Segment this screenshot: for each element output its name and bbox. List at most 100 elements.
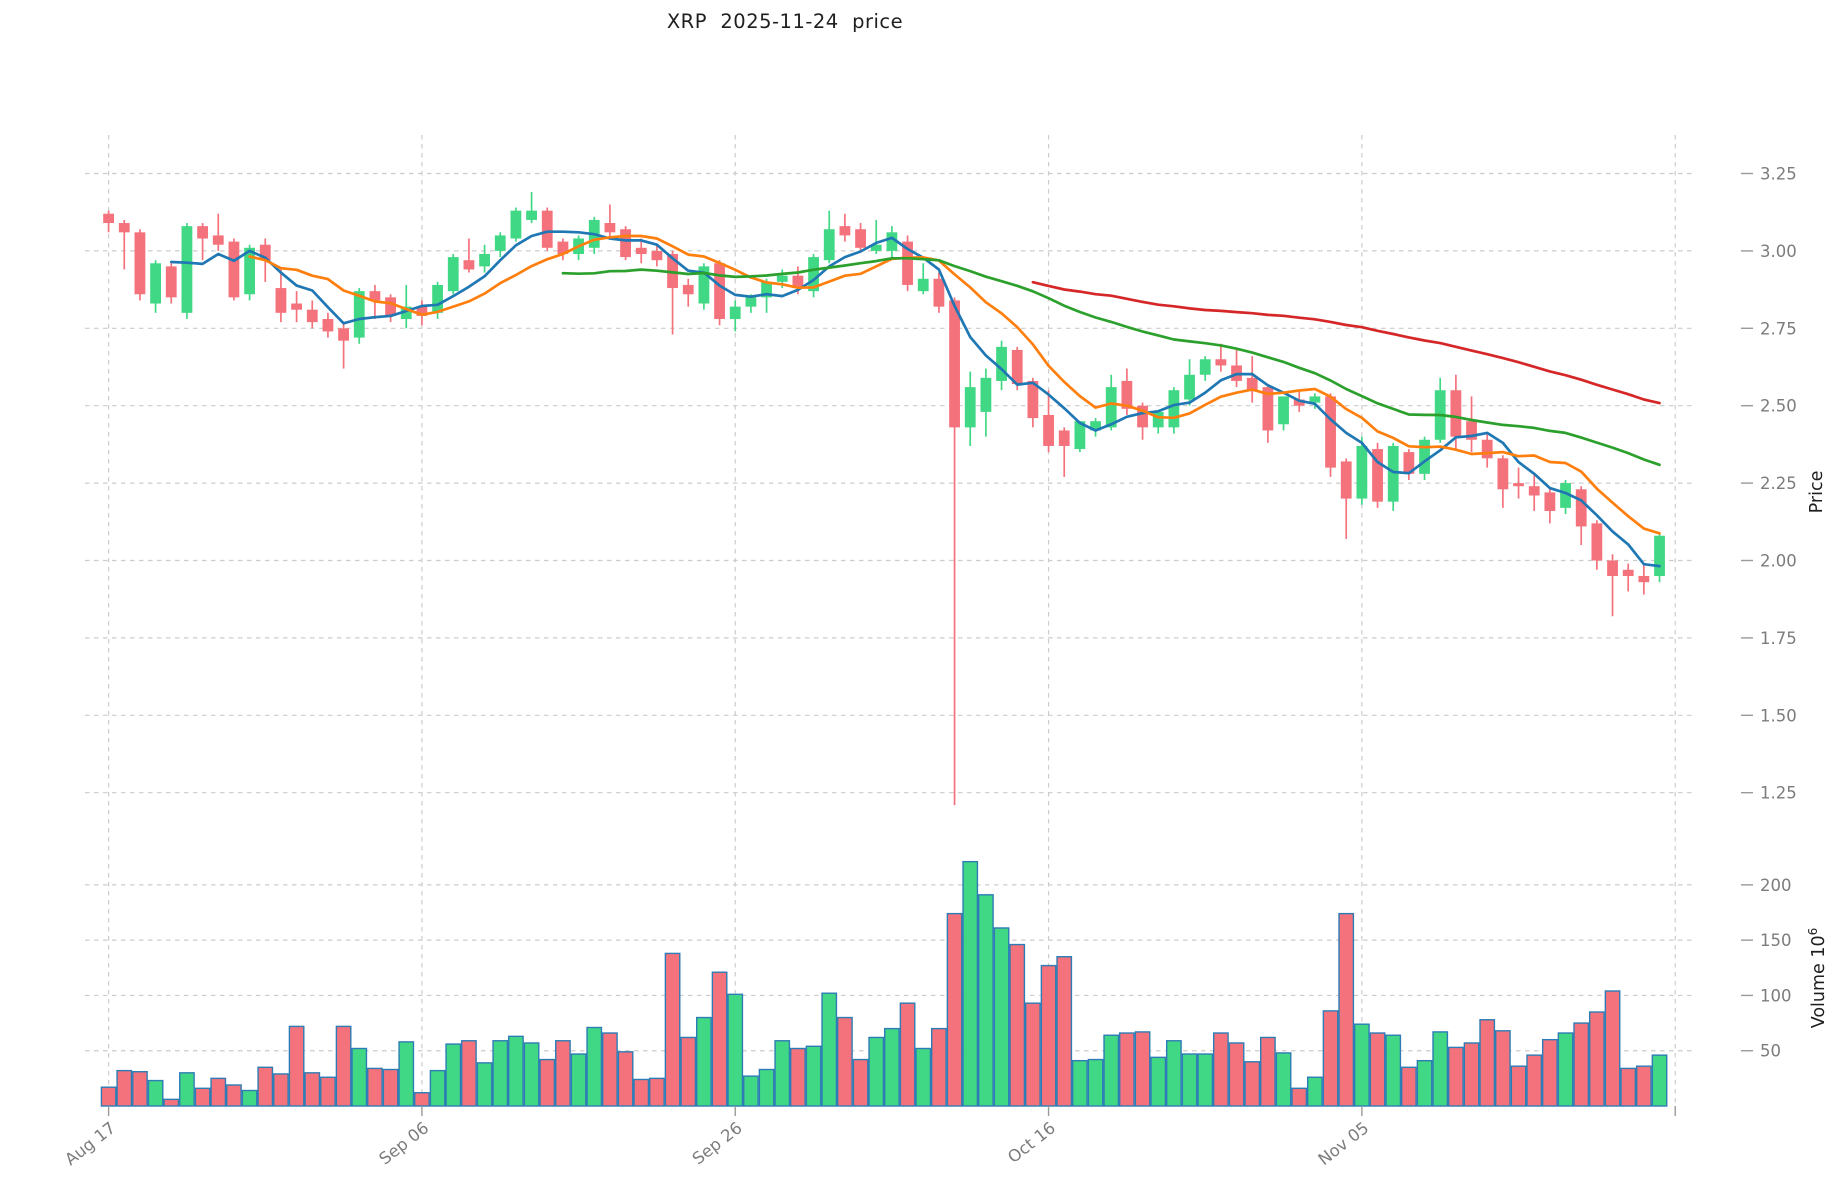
date-tick-label: Oct 16 bbox=[1004, 1118, 1059, 1167]
volume-tick-label: 100 bbox=[1760, 986, 1792, 1005]
candle-body-up bbox=[510, 210, 522, 239]
candle-body-down bbox=[306, 309, 318, 323]
price-tick-label: 2.00 bbox=[1760, 552, 1797, 571]
volume-bar bbox=[1620, 1067, 1637, 1107]
volume-tick-label: 200 bbox=[1760, 876, 1792, 895]
candle-body-up bbox=[1356, 445, 1368, 499]
volume-bar bbox=[1463, 1042, 1480, 1107]
candle-body-down bbox=[839, 226, 851, 236]
date-tick-label: Nov 05 bbox=[1315, 1118, 1373, 1169]
candle-body-down bbox=[1513, 483, 1524, 487]
candle-body-down bbox=[604, 223, 616, 233]
volume-bar bbox=[696, 1016, 712, 1107]
candle-body-up bbox=[761, 281, 772, 298]
candle-body-down bbox=[1403, 452, 1415, 474]
volume-bar bbox=[1150, 1056, 1167, 1107]
axis-labels: 3.25 3.00 2.75 2.50 2.25 2.00 1.75 1.50 1.25 200 1… bbox=[61, 165, 1829, 1170]
candle-body-up bbox=[823, 229, 835, 261]
candle-body-down bbox=[1137, 405, 1148, 428]
volume-bar bbox=[1447, 1046, 1464, 1107]
volume-bar bbox=[1306, 1076, 1323, 1107]
volume-bar bbox=[711, 971, 728, 1107]
volume-bar bbox=[1494, 1030, 1511, 1107]
ma-line-sma60 bbox=[1031, 280, 1661, 405]
candle-body-up bbox=[917, 278, 929, 292]
price-axis-title: Price bbox=[1807, 471, 1827, 514]
candle-body-up bbox=[964, 387, 976, 428]
volume-bar bbox=[523, 1042, 540, 1107]
moving-average-lines bbox=[169, 230, 1661, 568]
candle-body-up bbox=[886, 232, 898, 251]
volume-bar bbox=[1197, 1053, 1214, 1107]
volume-bar bbox=[602, 1032, 618, 1107]
candle-body-down bbox=[1246, 377, 1258, 391]
volume-bar bbox=[805, 1045, 822, 1107]
candle-body-down bbox=[1293, 399, 1305, 406]
date-tick-label: Aug 17 bbox=[61, 1118, 119, 1169]
volume-bar bbox=[915, 1047, 932, 1107]
candle-body-up bbox=[1419, 439, 1430, 474]
volume-bar bbox=[288, 1025, 305, 1107]
volume-bar bbox=[1212, 1032, 1229, 1107]
volume-bar bbox=[1228, 1042, 1245, 1107]
candle-body-down bbox=[682, 284, 694, 295]
candle-body-up bbox=[729, 306, 741, 320]
volume-bar bbox=[617, 1051, 634, 1107]
price-tick-label: 1.25 bbox=[1760, 784, 1797, 803]
candle-body-up bbox=[1560, 483, 1571, 508]
candle-body-down bbox=[369, 291, 381, 301]
volume-bar bbox=[1259, 1036, 1276, 1107]
volume-bar bbox=[335, 1025, 352, 1107]
candle-body-up bbox=[1168, 390, 1180, 428]
candle-body-up bbox=[808, 257, 819, 292]
volume-bar bbox=[194, 1087, 211, 1107]
candle-body-down bbox=[1466, 421, 1477, 440]
candle-body-down bbox=[933, 278, 945, 307]
candle-body-down bbox=[275, 288, 287, 313]
volume-bar bbox=[1338, 912, 1355, 1107]
volume-bar bbox=[492, 1040, 509, 1107]
volume-bar bbox=[241, 1089, 258, 1107]
candle-bodies bbox=[103, 210, 1665, 583]
candle-body-up bbox=[870, 244, 882, 251]
volume-bar bbox=[1103, 1034, 1120, 1107]
candle-body-up bbox=[1278, 396, 1289, 425]
candle-body-down bbox=[1027, 380, 1039, 419]
date-tick-label: Sep 06 bbox=[375, 1118, 432, 1168]
volume-bar bbox=[1479, 1019, 1496, 1107]
volume-axis-title: Volume 106 bbox=[1806, 928, 1829, 1029]
volume-bar bbox=[1056, 956, 1073, 1107]
volume-bar bbox=[414, 1092, 430, 1107]
candle-body-up bbox=[526, 210, 537, 220]
candle-body-down bbox=[134, 232, 146, 295]
volume-bar bbox=[1353, 1023, 1370, 1107]
volume-bar bbox=[1541, 1038, 1558, 1107]
candle-body-up bbox=[494, 235, 506, 251]
price-tick-label: 2.25 bbox=[1760, 474, 1797, 493]
candle-body-down bbox=[635, 247, 647, 254]
candle-body-down bbox=[1011, 349, 1023, 385]
volume-bar bbox=[1573, 1022, 1590, 1107]
volume-bar bbox=[1526, 1054, 1543, 1107]
candle-body-down bbox=[103, 213, 114, 224]
candle-body-down bbox=[902, 241, 913, 285]
price-tick-label: 2.75 bbox=[1760, 319, 1797, 338]
volume-bar bbox=[977, 894, 994, 1107]
volume-bar bbox=[1165, 1040, 1182, 1107]
volume-bar bbox=[1134, 1031, 1151, 1107]
candle-body-down bbox=[322, 319, 334, 332]
volume-bar bbox=[1118, 1032, 1135, 1107]
ma-line-sma5 bbox=[169, 230, 1661, 568]
volume-bar bbox=[1432, 1031, 1449, 1107]
candle-body-down bbox=[1481, 439, 1493, 459]
axis-ticks bbox=[107, 172, 1753, 1116]
volume-bar bbox=[1087, 1058, 1104, 1107]
volume-bar bbox=[1181, 1053, 1198, 1107]
candle-body-down bbox=[416, 306, 428, 316]
candle-body-down bbox=[1575, 489, 1587, 527]
volume-bar bbox=[649, 1077, 665, 1107]
volume-bar bbox=[398, 1041, 415, 1107]
candle-body-down bbox=[1043, 414, 1054, 446]
candle-body-down bbox=[228, 241, 240, 298]
candle-body-down bbox=[1544, 492, 1556, 511]
